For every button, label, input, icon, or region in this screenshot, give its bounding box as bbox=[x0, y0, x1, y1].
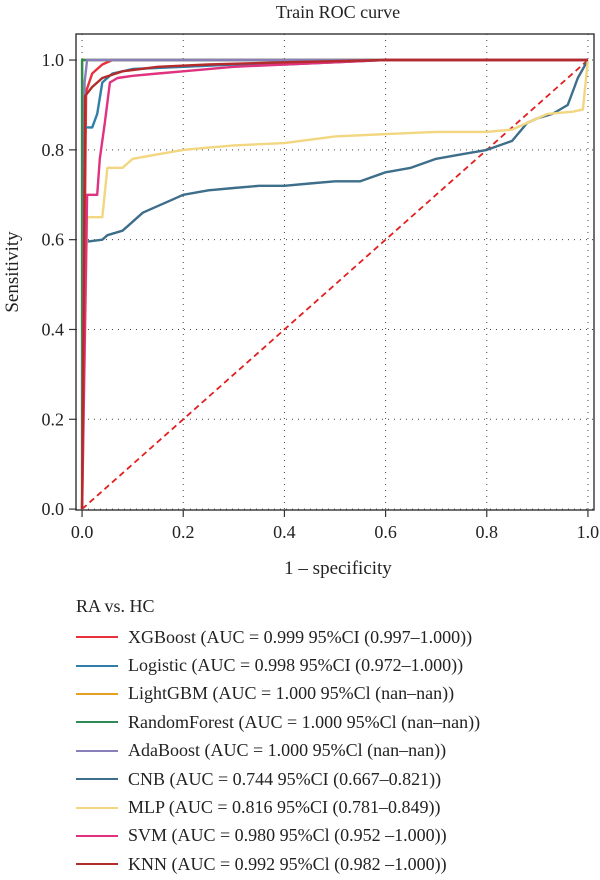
legend-item: KNN (AUC = 0.992 95%Cl (0.982 –1.000)) bbox=[76, 850, 596, 878]
legend-item: Logistic (AUC = 0.998 95%CI (0.972–1.000… bbox=[76, 651, 596, 679]
plot-frame bbox=[75, 33, 595, 511]
legend-swatch bbox=[76, 778, 118, 781]
legend-label: KNN (AUC = 0.992 95%Cl (0.982 –1.000)) bbox=[128, 853, 447, 874]
x-tick-label: 0.0 bbox=[71, 522, 94, 542]
y-tick-label: 0.4 bbox=[42, 319, 65, 339]
legend-item: MLP (AUC = 0.816 95%CI (0.781–0.849)) bbox=[76, 793, 596, 821]
legend-swatch bbox=[76, 863, 118, 866]
legend-swatch bbox=[76, 636, 118, 639]
legend-label: MLP (AUC = 0.816 95%CI (0.781–0.849)) bbox=[128, 797, 441, 818]
legend-item: XGBoost (AUC = 0.999 95%CI (0.997–1.000)… bbox=[76, 623, 596, 651]
legend-item: RandomForest (AUC = 1.000 95%Cl (nan–nan… bbox=[76, 708, 596, 736]
y-tick-label: 0.0 bbox=[42, 499, 65, 519]
legend-swatch bbox=[76, 721, 118, 724]
legend-swatch bbox=[76, 834, 118, 837]
reference-diagonal bbox=[81, 59, 589, 510]
legend-swatch bbox=[76, 692, 118, 695]
legend-label: CNB (AUC = 0.744 95%CI (0.667–0.821)) bbox=[128, 768, 442, 789]
y-tick-label: 0.2 bbox=[42, 409, 65, 429]
y-axis: 0.0 0.2 0.4 0.6 0.8 1.0 bbox=[42, 50, 76, 519]
legend-item: AdaBoost (AUC = 1.000 95%Cl (nan–nan)) bbox=[76, 737, 596, 765]
x-axis-label: 1 – specificity bbox=[284, 558, 392, 579]
x-tick-label: 0.6 bbox=[374, 522, 397, 542]
x-tick-label: 1.0 bbox=[577, 522, 600, 542]
chart-title: Train ROC curve bbox=[276, 2, 400, 22]
y-tick-label: 1.0 bbox=[42, 50, 65, 70]
legend: RA vs. HC XGBoost (AUC = 0.999 95%CI (0.… bbox=[76, 596, 596, 879]
legend-item: CNB (AUC = 0.744 95%CI (0.667–0.821)) bbox=[76, 765, 596, 793]
x-tick-label: 0.8 bbox=[476, 522, 499, 542]
x-axis: 0.0 0.2 0.4 0.6 0.8 1.0 bbox=[71, 510, 599, 542]
legend-title: RA vs. HC bbox=[76, 596, 155, 616]
legend-swatch bbox=[76, 664, 118, 667]
x-tick-label: 0.4 bbox=[273, 522, 296, 542]
y-tick-label: 0.6 bbox=[42, 230, 65, 250]
legend-label: SVM (AUC = 0.980 95%Cl (0.952 –1.000)) bbox=[128, 825, 447, 846]
legend-label: AdaBoost (AUC = 1.000 95%Cl (nan–nan)) bbox=[128, 740, 447, 761]
x-tick-label: 0.2 bbox=[172, 522, 195, 542]
legend-label: RandomForest (AUC = 1.000 95%Cl (nan–nan… bbox=[128, 711, 481, 732]
legend-label: LightGBM (AUC = 1.000 95%Cl (nan–nan)) bbox=[128, 683, 455, 704]
legend-label: XGBoost (AUC = 0.999 95%CI (0.997–1.000)… bbox=[128, 626, 473, 647]
roc-line-6 bbox=[80, 59, 590, 510]
legend-item: LightGBM (AUC = 1.000 95%Cl (nan–nan)) bbox=[76, 680, 596, 708]
y-axis-label: Sensitivity bbox=[2, 231, 23, 313]
legend-swatch bbox=[76, 806, 118, 809]
legend-swatch bbox=[76, 749, 118, 752]
legend-label: Logistic (AUC = 0.998 95%CI (0.972–1.000… bbox=[128, 655, 464, 676]
legend-items: XGBoost (AUC = 0.999 95%CI (0.997–1.000)… bbox=[76, 623, 596, 879]
roc-line-7 bbox=[80, 58, 588, 510]
y-tick-label: 0.8 bbox=[42, 140, 65, 160]
roc-series bbox=[80, 58, 590, 510]
roc-line-8 bbox=[80, 58, 588, 510]
legend-item: SVM (AUC = 0.980 95%Cl (0.952 –1.000)) bbox=[76, 822, 596, 850]
grid-lines bbox=[76, 34, 594, 510]
